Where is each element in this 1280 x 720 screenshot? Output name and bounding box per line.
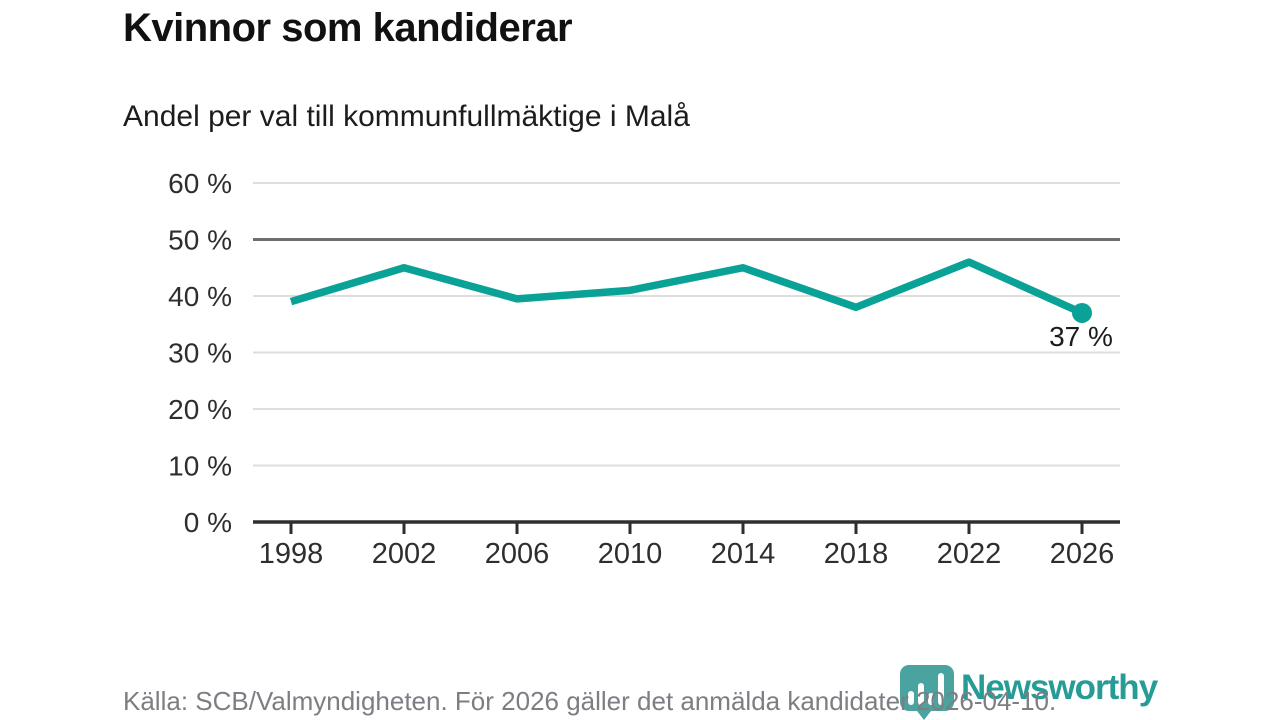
trend-line bbox=[289, 258, 1084, 317]
y-axis-label: 50 % bbox=[168, 225, 232, 256]
chart-subtitle: Andel per val till kommunfullmäktige i M… bbox=[123, 100, 690, 133]
x-axis-label: 2010 bbox=[598, 538, 663, 570]
y-axis-label: 0 % bbox=[184, 507, 232, 538]
newsworthy-logo: Newsworthy bbox=[897, 664, 1158, 720]
newsworthy-wordmark: Newsworthy bbox=[961, 668, 1158, 707]
source-note: Källa: SCB/Valmyndigheten. För 2026 gäll… bbox=[123, 686, 1057, 716]
x-axis-label: 2018 bbox=[824, 538, 889, 570]
x-axis-label: 2006 bbox=[485, 538, 550, 570]
chart-title: Kvinnor som kandiderar bbox=[123, 6, 573, 50]
y-axis-label: 40 % bbox=[168, 281, 232, 312]
y-axis-label: 30 % bbox=[168, 338, 232, 369]
x-axis-label: 2026 bbox=[1050, 538, 1115, 570]
end-point-label: 37 % bbox=[1049, 321, 1113, 352]
y-axis-label: 60 % bbox=[168, 168, 232, 199]
x-axis-label: 2014 bbox=[711, 538, 776, 570]
y-axis-label: 10 % bbox=[168, 451, 232, 482]
x-axis-label: 2022 bbox=[937, 538, 1002, 570]
x-axis-label: 2002 bbox=[372, 538, 437, 570]
y-axis-label: 20 % bbox=[168, 394, 232, 425]
end-point-dot bbox=[1072, 302, 1092, 323]
bar-chart-pin-icon bbox=[900, 665, 954, 720]
x-axis-label: 1998 bbox=[259, 538, 324, 570]
